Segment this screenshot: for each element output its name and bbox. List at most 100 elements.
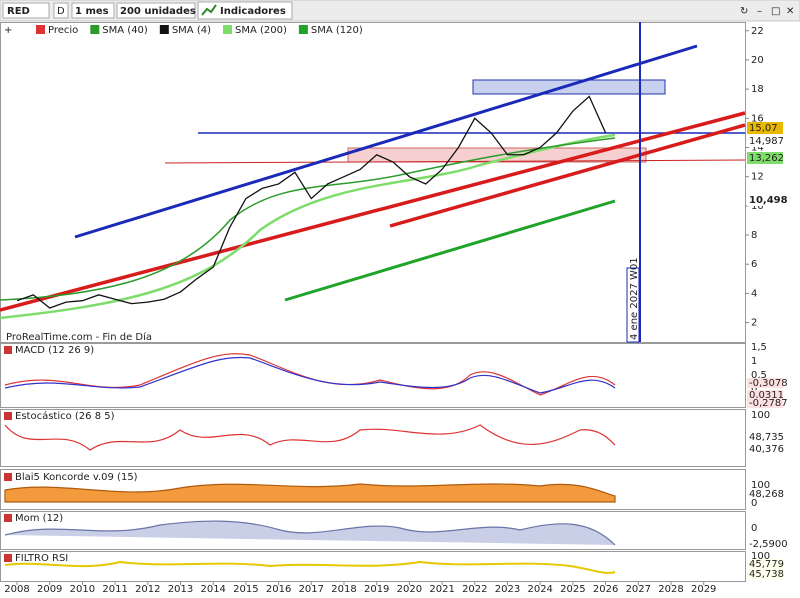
panel-label: -0,3078 xyxy=(749,378,788,389)
panel-label: 40,376 xyxy=(749,444,784,455)
sma-line xyxy=(284,199,616,302)
panel-icon xyxy=(4,514,12,522)
horizontal-line xyxy=(164,159,746,164)
x-tick-label: 2009 xyxy=(37,584,62,594)
panel-icon xyxy=(4,473,12,481)
y-tick-label: 18 xyxy=(751,84,764,95)
x-tick-label: 2023 xyxy=(495,584,520,594)
koncorde-area xyxy=(4,483,616,503)
panel-frame xyxy=(0,343,746,408)
symbol-box[interactable] xyxy=(2,2,50,19)
panel-frame xyxy=(0,551,746,582)
close[interactable]: ✕ xyxy=(786,6,794,17)
price-label: 10,498 xyxy=(749,195,788,206)
macd-signal xyxy=(4,356,616,394)
mom-area xyxy=(4,520,616,546)
panel-label-box xyxy=(747,432,783,442)
x-tick-label: 2016 xyxy=(266,584,291,594)
panel-label-box xyxy=(747,390,783,400)
x-tick-label: 2019 xyxy=(364,584,389,594)
legend-entry: SMA (4) xyxy=(172,25,211,36)
panel-label: 45,738 xyxy=(749,569,784,580)
mode-box[interactable] xyxy=(53,2,69,19)
maximize[interactable]: □ xyxy=(771,6,780,17)
legend-entry: SMA (200) xyxy=(235,25,287,36)
source-label: ProRealTime.com - Fin de Día xyxy=(6,331,152,343)
x-tick-label: 2018 xyxy=(331,584,356,594)
x-tick-label: 2022 xyxy=(462,584,487,594)
mode[interactable]: D xyxy=(57,6,65,17)
panel-name: Blai5 Koncorde v.09 (15) xyxy=(15,472,138,483)
price-label-box xyxy=(747,152,783,164)
panel-icon xyxy=(4,412,12,420)
panel-tick: 1,5 xyxy=(751,342,767,353)
minimize[interactable]: – xyxy=(757,6,762,17)
price-label-box xyxy=(747,135,783,147)
price-label-box xyxy=(747,194,783,206)
panel-label-box xyxy=(747,539,783,549)
panel-tick: 100 xyxy=(751,480,770,491)
price-label-box xyxy=(747,122,783,134)
price-label: 13,262 xyxy=(749,153,784,164)
trend-line xyxy=(0,111,746,312)
sma-line xyxy=(0,133,616,320)
date-marker-label: 4 ene 2027 W01 xyxy=(629,257,640,340)
price-frame xyxy=(0,22,746,343)
price-label: 15,07 xyxy=(749,123,778,134)
x-tick-label: 2029 xyxy=(691,584,716,594)
sma-line xyxy=(0,137,616,301)
units[interactable]: 200 unidades xyxy=(120,6,196,17)
panel-label: 0,0311 xyxy=(749,390,784,401)
y-tick-label: 2 xyxy=(751,318,757,329)
indicators-box[interactable] xyxy=(197,1,293,20)
panel-tick: 0,5 xyxy=(751,370,767,381)
x-tick-label: 2027 xyxy=(626,584,651,594)
y-tick-label: 20 xyxy=(751,55,764,66)
x-tick-label: 2017 xyxy=(299,584,324,594)
panel-label: -2,5900 xyxy=(749,539,788,550)
trend-line xyxy=(74,44,698,239)
panel-label: 48,268 xyxy=(749,489,784,500)
period[interactable]: 1 mes xyxy=(75,6,109,17)
panel-icon xyxy=(4,554,12,562)
window-icon[interactable]: ↻ xyxy=(740,6,748,17)
x-tick-label: 2028 xyxy=(658,584,683,594)
indicator-shapes xyxy=(4,353,616,574)
legend-swatch xyxy=(223,25,232,34)
x-tick-label: 2024 xyxy=(527,584,552,594)
indicators-icon xyxy=(201,4,217,16)
y-tick-label: 4 xyxy=(751,288,757,299)
panel-frame xyxy=(0,511,746,550)
price-label: 14,987 xyxy=(749,136,784,147)
zone-box xyxy=(472,79,666,95)
panel-label-box xyxy=(747,489,783,499)
legend-entry: SMA (120) xyxy=(311,25,363,36)
panel-tick: 0 xyxy=(751,384,757,395)
x-tick-label: 2013 xyxy=(168,584,193,594)
y-tick-label: 10 xyxy=(751,201,764,212)
y-tick-label: 8 xyxy=(751,230,757,241)
symbol[interactable]: RED xyxy=(7,6,30,17)
trend-line xyxy=(389,123,746,228)
period-box[interactable] xyxy=(71,2,115,19)
y-tick-label: 6 xyxy=(751,259,757,270)
panel-frame xyxy=(0,409,746,467)
panel-label: -0,2787 xyxy=(749,398,788,409)
panel-frame xyxy=(0,469,746,510)
panel-label: 48,735 xyxy=(749,432,784,443)
legend-entry: SMA (40) xyxy=(102,25,148,36)
panel-label-box xyxy=(747,378,783,388)
panel-name: Mom (12) xyxy=(15,513,63,524)
panel-label-box xyxy=(747,559,783,569)
units-box[interactable] xyxy=(116,2,196,19)
date-marker-box xyxy=(626,267,640,343)
panel-label-box xyxy=(747,444,783,454)
indicators[interactable]: Indicadores xyxy=(220,6,286,17)
x-tick-label: 2025 xyxy=(560,584,585,594)
panel-tick: 0 xyxy=(751,523,757,534)
panel-tick: 0 xyxy=(751,498,757,509)
legend-swatch xyxy=(298,25,308,34)
x-tick-label: 2008 xyxy=(4,584,29,594)
